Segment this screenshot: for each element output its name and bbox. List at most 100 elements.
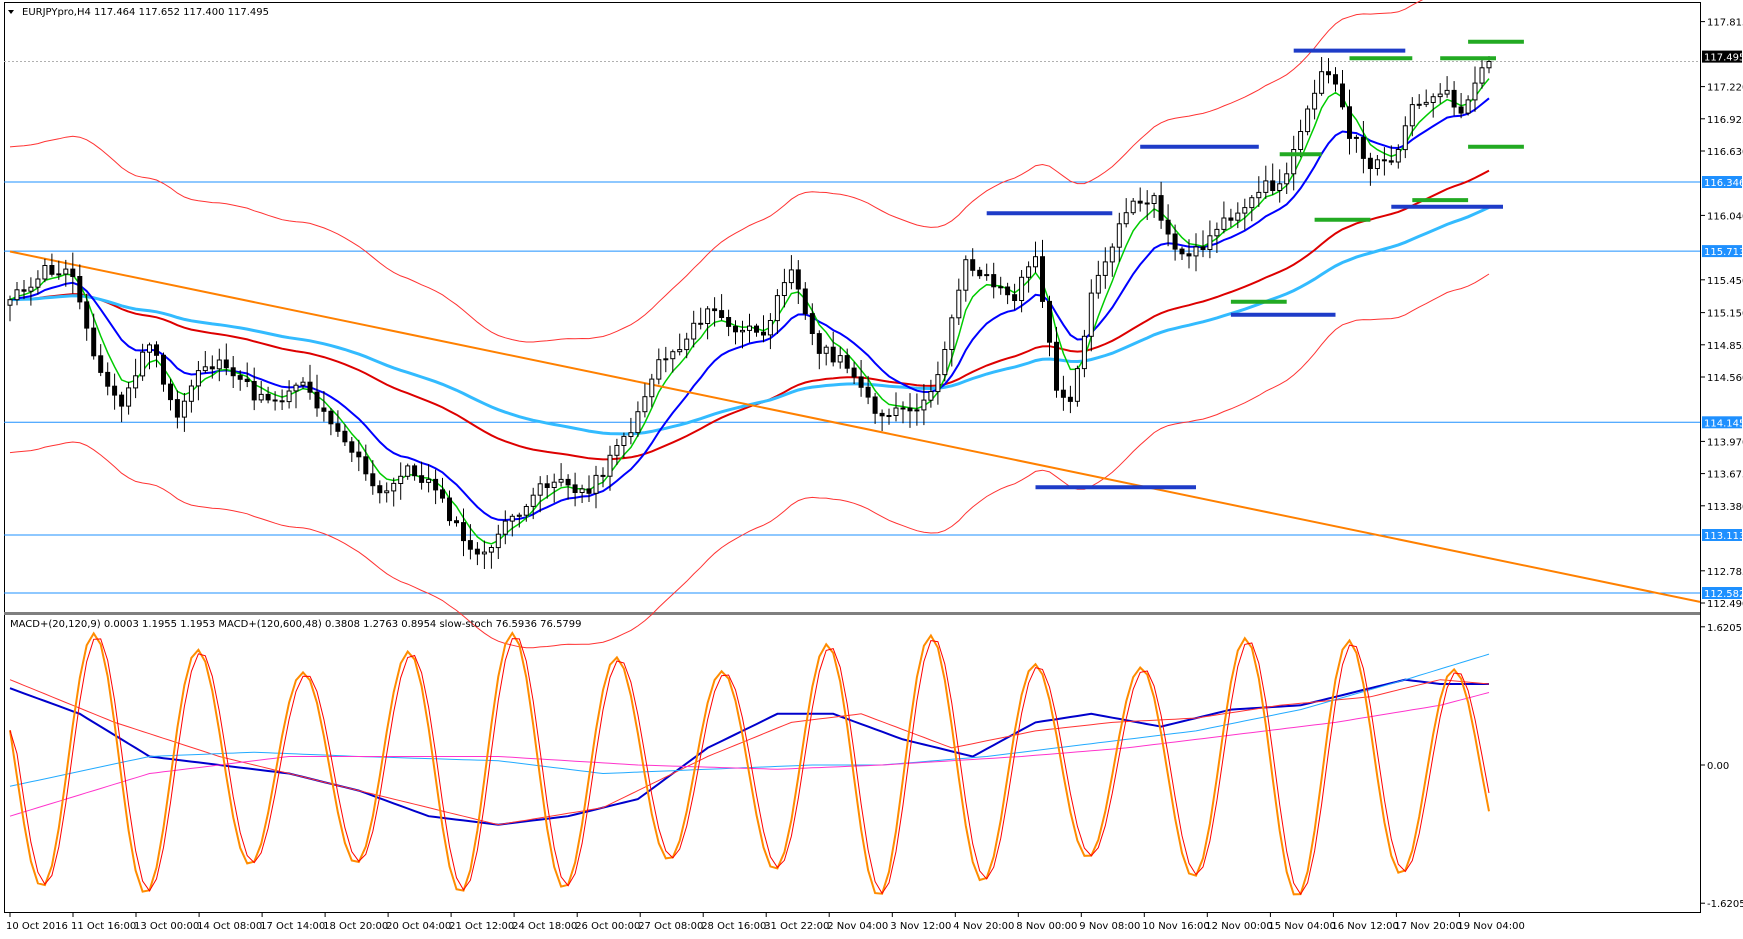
candle-body[interactable] xyxy=(1291,149,1297,175)
candle-body[interactable] xyxy=(628,432,634,438)
candle-body[interactable] xyxy=(370,473,376,487)
candle-body[interactable] xyxy=(84,301,90,329)
candle-body[interactable] xyxy=(544,483,550,488)
candle-body[interactable] xyxy=(474,548,480,555)
candle-body[interactable] xyxy=(663,358,669,361)
candle-body[interactable] xyxy=(795,269,801,290)
candle-body[interactable] xyxy=(1388,160,1394,163)
candle-body[interactable] xyxy=(691,322,697,340)
candle-body[interactable] xyxy=(1200,246,1206,250)
candle-body[interactable] xyxy=(1472,82,1478,101)
candle-body[interactable] xyxy=(1130,200,1136,214)
candle-body[interactable] xyxy=(1158,195,1164,221)
candle-body[interactable] xyxy=(1249,197,1255,209)
candle-body[interactable] xyxy=(237,375,243,380)
candle-body[interactable] xyxy=(258,393,264,401)
price-panel[interactable] xyxy=(4,0,1701,649)
candle-body[interactable] xyxy=(412,465,418,477)
candle-body[interactable] xyxy=(1033,256,1038,268)
candle-body[interactable] xyxy=(1305,108,1311,133)
candle-body[interactable] xyxy=(572,484,578,493)
candle-body[interactable] xyxy=(502,520,508,535)
candle-body[interactable] xyxy=(1228,217,1234,221)
candle-body[interactable] xyxy=(523,506,529,516)
candle-body[interactable] xyxy=(454,520,459,524)
candle-body[interactable] xyxy=(921,399,927,411)
candle-body[interactable] xyxy=(147,344,152,353)
candle-body[interactable] xyxy=(1312,92,1318,110)
candle-body[interactable] xyxy=(440,489,445,499)
candle-body[interactable] xyxy=(1486,61,1492,69)
candle-body[interactable] xyxy=(1109,246,1115,263)
candle-body[interactable] xyxy=(1193,246,1199,257)
candle-body[interactable] xyxy=(126,387,132,407)
candle-body[interactable] xyxy=(767,320,773,336)
candle-body[interactable] xyxy=(363,456,369,475)
candle-body[interactable] xyxy=(747,325,752,331)
candle-body[interactable] xyxy=(1381,159,1387,162)
candle-body[interactable] xyxy=(1277,183,1283,192)
candle-body[interactable] xyxy=(1040,256,1045,302)
candle-body[interactable] xyxy=(1256,191,1262,199)
candle-body[interactable] xyxy=(112,385,118,396)
candle-body[interactable] xyxy=(1402,125,1408,151)
candle-body[interactable] xyxy=(335,423,341,432)
candle-body[interactable] xyxy=(677,349,683,353)
candle-body[interactable] xyxy=(1074,368,1080,402)
candle-body[interactable] xyxy=(1409,104,1415,127)
candle-body[interactable] xyxy=(698,322,704,325)
candle-body[interactable] xyxy=(419,475,425,483)
candle-body[interactable] xyxy=(174,399,180,418)
candle-body[interactable] xyxy=(356,451,362,458)
candle-body[interactable] xyxy=(802,288,808,315)
candle-body[interactable] xyxy=(1060,389,1066,398)
candle-body[interactable] xyxy=(1374,159,1380,170)
candle-body[interactable] xyxy=(984,274,990,277)
candle-body[interactable] xyxy=(684,338,690,351)
candle-body[interactable] xyxy=(949,317,955,350)
candle-body[interactable] xyxy=(1144,202,1150,205)
candle-body[interactable] xyxy=(1005,286,1011,296)
candle-body[interactable] xyxy=(914,409,920,412)
candle-body[interactable] xyxy=(600,474,606,477)
candle-body[interactable] xyxy=(1172,233,1178,250)
candle-body[interactable] xyxy=(558,478,564,483)
candle-body[interactable] xyxy=(837,355,843,363)
candle-body[interactable] xyxy=(1367,157,1373,170)
candle-body[interactable] xyxy=(1081,335,1087,370)
candle-body[interactable] xyxy=(1165,219,1171,235)
candle-body[interactable] xyxy=(181,400,187,418)
candle-body[interactable] xyxy=(433,478,439,491)
candle-body[interactable] xyxy=(1221,217,1227,230)
candle-body[interactable] xyxy=(1214,228,1220,237)
candle-body[interactable] xyxy=(907,407,913,412)
candle-body[interactable] xyxy=(293,384,299,392)
candle-body[interactable] xyxy=(405,465,411,477)
candle-body[interactable] xyxy=(970,259,976,271)
candle-body[interactable] xyxy=(998,286,1004,289)
candle-body[interactable] xyxy=(809,313,815,335)
candle-body[interactable] xyxy=(649,378,655,398)
candle-body[interactable] xyxy=(1116,223,1122,248)
candle-body[interactable] xyxy=(516,514,522,517)
candle-body[interactable] xyxy=(42,265,48,280)
candle-body[interactable] xyxy=(886,415,892,417)
candle-body[interactable] xyxy=(398,475,404,484)
candle-body[interactable] xyxy=(119,394,125,407)
candle-body[interactable] xyxy=(956,289,962,319)
candle-body[interactable] xyxy=(830,346,836,363)
candle-body[interactable] xyxy=(1319,71,1325,94)
candle-body[interactable] xyxy=(244,378,250,382)
candle-body[interactable] xyxy=(614,445,620,456)
candle-body[interactable] xyxy=(1186,253,1192,257)
candle-body[interactable] xyxy=(1395,149,1401,163)
candle-body[interactable] xyxy=(1423,101,1429,105)
candle-body[interactable] xyxy=(635,411,641,434)
candle-body[interactable] xyxy=(488,547,494,553)
candle-body[interactable] xyxy=(844,355,850,369)
candle-body[interactable] xyxy=(1054,341,1059,391)
candle-body[interactable] xyxy=(761,331,766,336)
candle-body[interactable] xyxy=(1326,71,1331,76)
candle-body[interactable] xyxy=(754,325,759,333)
candle-body[interactable] xyxy=(1416,103,1422,106)
